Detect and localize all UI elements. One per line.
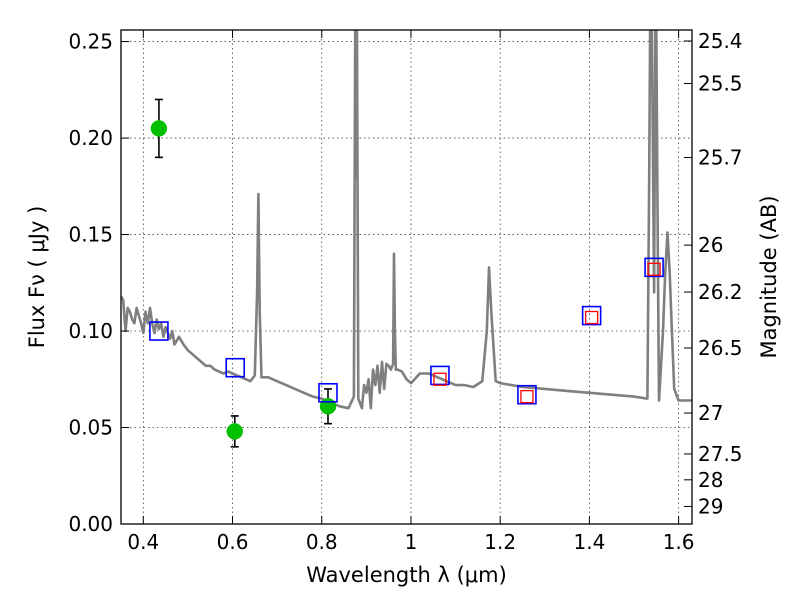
x-tick-label: 1.6	[663, 530, 695, 554]
y-tick-label: 0.00	[68, 512, 113, 536]
model-point-red	[433, 372, 447, 386]
x-tick-label: 1.4	[573, 530, 605, 554]
y-tick-label: 0.25	[68, 30, 113, 54]
right-tick-label: 25.7	[698, 146, 743, 170]
x-tick-label: 1.2	[484, 530, 516, 554]
y-tick-label: 0.15	[68, 223, 113, 247]
model-point-red	[520, 389, 534, 404]
model-point-blue	[644, 257, 664, 278]
right-axis-label: Magnitude (AB)	[757, 195, 781, 358]
model-point-red	[584, 310, 599, 325]
x-tick-label: 0.6	[217, 530, 249, 554]
data-markers	[149, 98, 664, 448]
model-point-blue	[149, 321, 169, 341]
right-tick-label: 25.5	[698, 71, 743, 95]
x-tick-label: 0.4	[127, 530, 159, 554]
right-tick-label: 27.5	[698, 442, 743, 466]
model-point-blue	[581, 305, 602, 326]
observed-point	[226, 423, 244, 440]
model-point-blue	[517, 384, 537, 405]
y-tick-label: 0.05	[68, 416, 113, 440]
right-tick-label: 26	[698, 233, 723, 257]
model-point-red	[647, 262, 661, 276]
right-tick-label: 28	[698, 468, 723, 492]
x-axis-label: Wavelength λ (μm)	[306, 563, 507, 587]
right-tick-label: 25.4	[698, 29, 743, 53]
model-point-blue	[430, 365, 450, 386]
x-tick-label: 0.8	[306, 530, 338, 554]
right-tick-label: 26.2	[698, 280, 743, 304]
right-tick-label: 26.5	[698, 336, 743, 360]
model-point-blue	[318, 382, 338, 403]
y-axis-label: Flux Fν ( μJy )	[25, 206, 49, 349]
plot-frame	[120, 29, 693, 525]
observed-point	[319, 398, 337, 415]
grid-lines	[121, 30, 692, 525]
y-tick-label: 0.10	[68, 319, 113, 343]
model-point-blue	[225, 357, 245, 378]
axis-ticks: 0.4 0.6 0.8 1 1.2 1.4 1.6 0.00 0.05 0.10 0.15 0.20 0…	[68, 29, 742, 554]
x-tick-label: 1	[405, 530, 418, 554]
y-tick-label: 0.20	[68, 126, 113, 150]
right-tick-label: 27	[698, 401, 723, 425]
right-tick-label: 29	[698, 494, 723, 518]
model-spectrum-line	[121, 30, 692, 410]
spectrum-path	[121, 30, 692, 410]
observed-point	[150, 120, 168, 137]
